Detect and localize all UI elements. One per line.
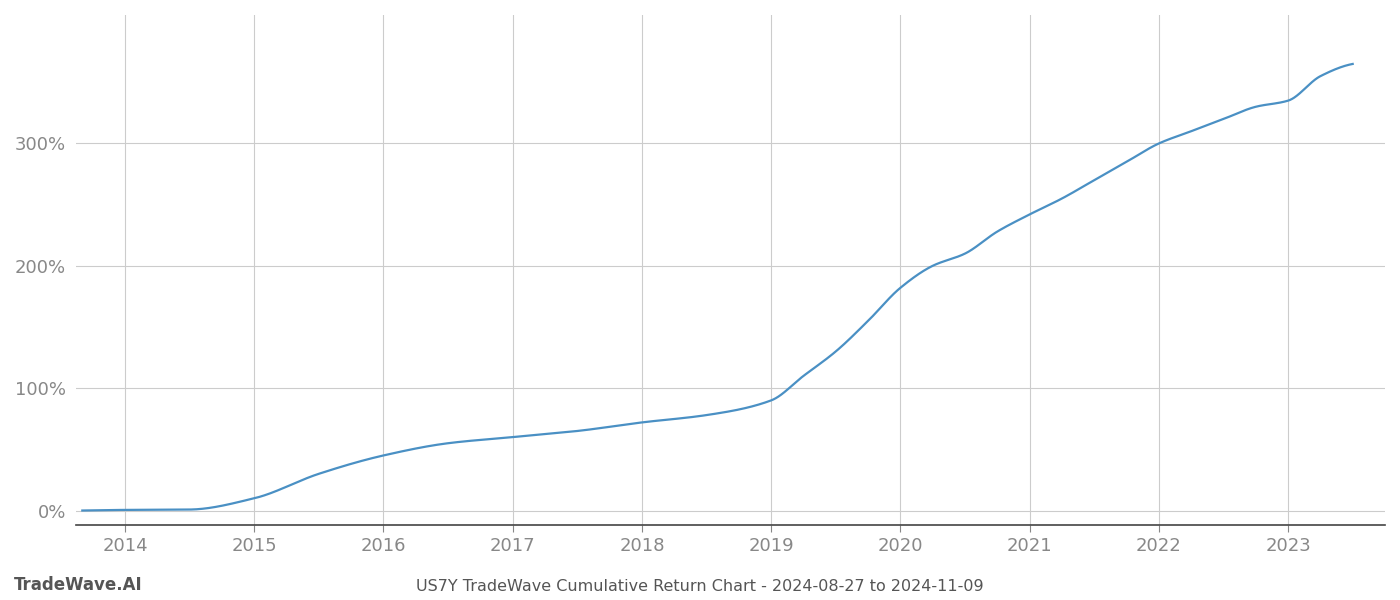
Text: TradeWave.AI: TradeWave.AI — [14, 576, 143, 594]
Text: US7Y TradeWave Cumulative Return Chart - 2024-08-27 to 2024-11-09: US7Y TradeWave Cumulative Return Chart -… — [416, 579, 984, 594]
